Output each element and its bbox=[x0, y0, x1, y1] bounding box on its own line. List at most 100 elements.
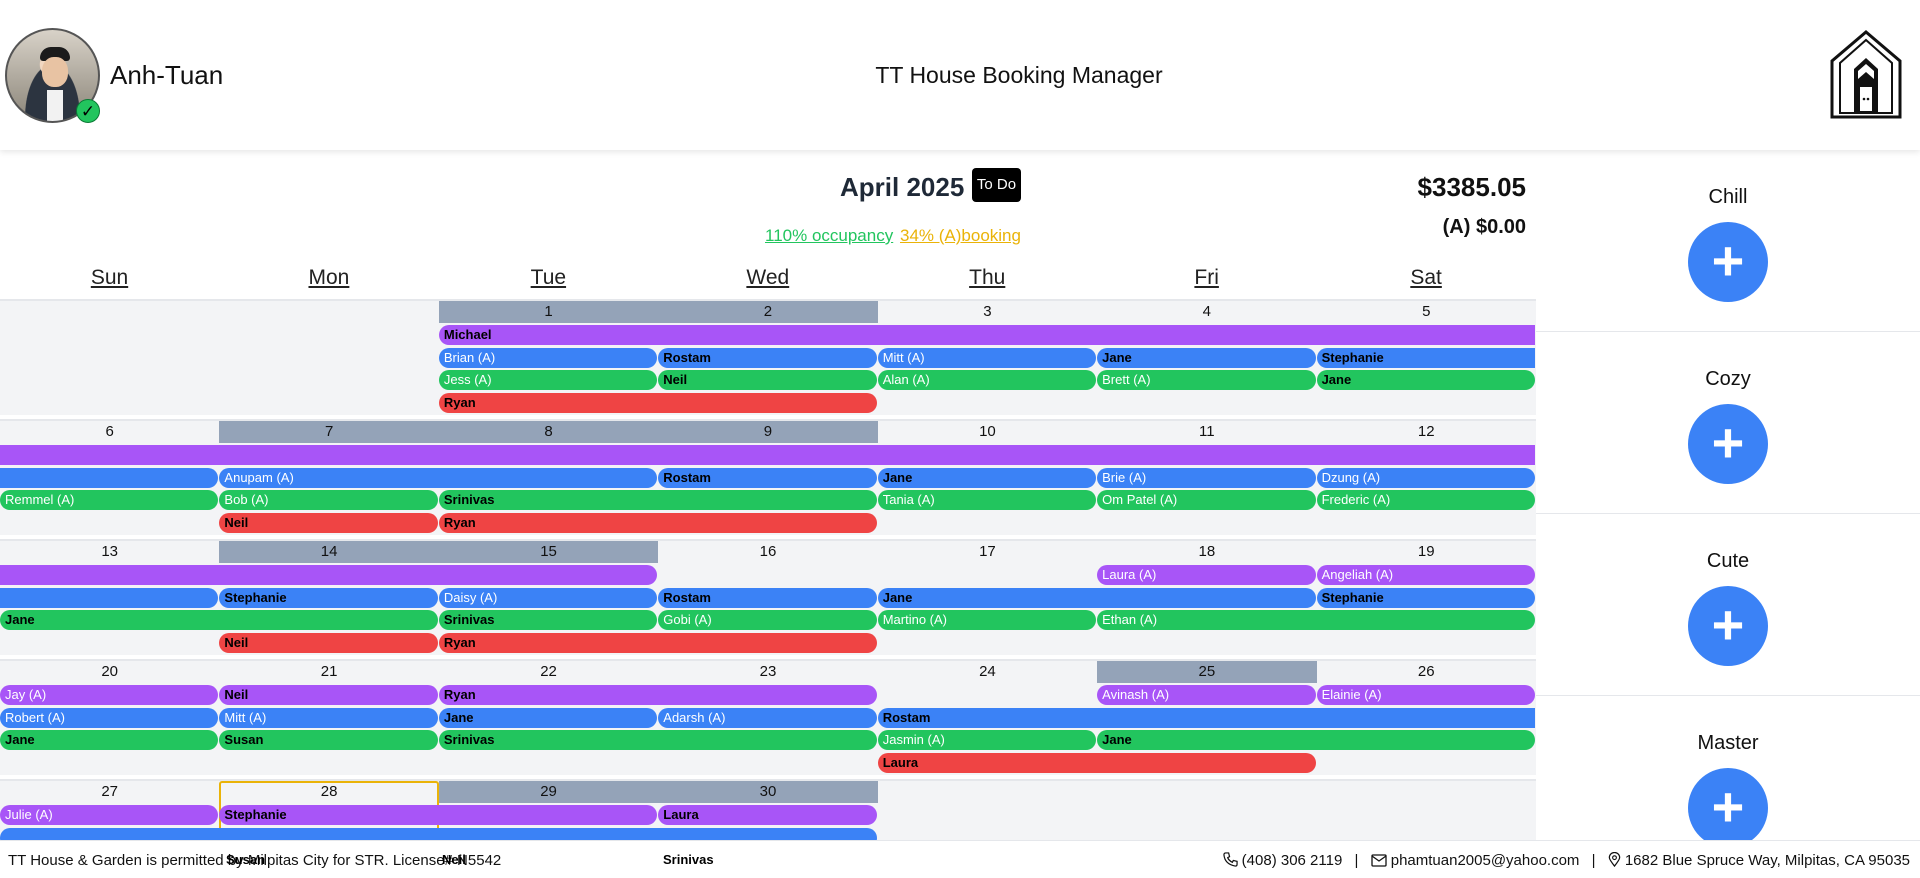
day-cell[interactable]: 1 bbox=[438, 301, 659, 323]
booking-bar-purple[interactable]: Avinash (A) bbox=[1097, 685, 1316, 705]
booking-bar-blue[interactable]: Rostam bbox=[658, 587, 877, 608]
day-cell[interactable]: 6 bbox=[105, 423, 114, 440]
phone-number[interactable]: (408) 306 2119 bbox=[1241, 852, 1343, 869]
address[interactable]: 1682 Blue Spruce Way, Milpitas, CA 95035 bbox=[1624, 852, 1910, 869]
booking-bar-red[interactable]: Neil bbox=[219, 512, 438, 533]
booking-bar-purple[interactable] bbox=[0, 445, 1535, 465]
booking-bar-purple[interactable]: Elainie (A) bbox=[1316, 685, 1535, 705]
booking-bar-green[interactable]: Frederic (A) bbox=[1316, 490, 1535, 510]
booking-bar-green[interactable]: Jess (A) bbox=[438, 370, 658, 390]
booking-bar-blue[interactable]: Anupam (A) bbox=[219, 467, 658, 488]
booking-bar-purple[interactable]: Jay (A) bbox=[0, 685, 219, 705]
booking-bar-green[interactable]: Ethan (A) bbox=[1097, 610, 1535, 630]
add-booking-button[interactable]: + bbox=[1688, 768, 1768, 840]
booking-bar-purple[interactable]: Ryan bbox=[438, 685, 877, 705]
booking-bar-purple[interactable]: Stephanie bbox=[219, 805, 658, 825]
day-cell[interactable]: 15 bbox=[438, 541, 659, 563]
day-cell[interactable]: 27 bbox=[101, 783, 119, 800]
booking-bar-purple[interactable]: Michael bbox=[438, 325, 1535, 345]
booking-bar-purple[interactable]: Laura (A) bbox=[1097, 565, 1316, 585]
avatar[interactable] bbox=[5, 28, 100, 123]
booking-bar-green[interactable]: Srinivas bbox=[438, 490, 877, 510]
booking-bar-blue[interactable] bbox=[0, 587, 219, 608]
booking-bar-blue[interactable]: Dzung (A) bbox=[1316, 467, 1535, 488]
booking-bar-purple[interactable] bbox=[0, 565, 658, 585]
booking-bar-purple[interactable]: Angeliah (A) bbox=[1316, 565, 1535, 585]
booking-bar-blue[interactable]: Jane bbox=[877, 467, 1097, 488]
booking-bar-blue[interactable] bbox=[0, 827, 877, 840]
booking-bar-red[interactable]: Ryan bbox=[438, 392, 877, 413]
booking-bar-green[interactable]: Gobi (A) bbox=[658, 610, 877, 630]
booking-bar-green[interactable]: Bob (A) bbox=[219, 490, 438, 510]
day-cell[interactable]: 12 bbox=[1417, 423, 1435, 440]
booking-bar-green[interactable]: Jasmin (A) bbox=[877, 730, 1097, 750]
booking-bar-green[interactable]: Srinivas bbox=[438, 610, 658, 630]
day-cell[interactable]: 18 bbox=[1198, 543, 1216, 560]
todo-button[interactable]: To Do bbox=[972, 168, 1021, 202]
day-cell[interactable]: 9 bbox=[658, 421, 878, 443]
booking-bar-blue[interactable]: Stephanie bbox=[219, 587, 438, 608]
booking-bar-blue[interactable]: Rostam bbox=[877, 707, 1535, 728]
day-cell[interactable]: 3 bbox=[983, 303, 992, 320]
day-cell[interactable]: 30 bbox=[658, 781, 878, 803]
booking-bar-purple[interactable]: Laura bbox=[658, 805, 877, 825]
booking-bar-green[interactable]: Alan (A) bbox=[877, 370, 1097, 390]
booking-bar-blue[interactable]: Rostam bbox=[658, 347, 877, 368]
house-logo-icon[interactable] bbox=[1830, 29, 1902, 121]
booking-bar-blue[interactable]: Stephanie bbox=[1316, 587, 1535, 608]
day-cell[interactable]: 17 bbox=[979, 543, 996, 560]
booking-bar-green[interactable]: Tania (A) bbox=[877, 490, 1097, 510]
add-booking-button[interactable]: + bbox=[1688, 586, 1768, 666]
day-cell[interactable]: 29 bbox=[438, 781, 659, 803]
booking-bar-green[interactable]: Jane bbox=[0, 730, 219, 750]
booking-bar-blue[interactable]: Adarsh (A) bbox=[658, 707, 877, 728]
day-cell[interactable]: 7 bbox=[219, 421, 439, 443]
booking-bar-blue[interactable]: Brie (A) bbox=[1097, 467, 1316, 488]
day-cell[interactable]: 23 bbox=[759, 663, 777, 680]
booking-bar-blue[interactable]: Mitt (A) bbox=[219, 707, 438, 728]
booking-bar-purple[interactable]: Neil bbox=[219, 685, 438, 705]
day-cell[interactable]: 4 bbox=[1202, 303, 1211, 320]
day-cell[interactable]: 11 bbox=[1199, 423, 1215, 440]
day-cell[interactable]: 19 bbox=[1417, 543, 1435, 560]
day-cell[interactable]: 16 bbox=[759, 543, 777, 560]
booking-bar-red[interactable]: Laura bbox=[877, 752, 1316, 773]
booking-bar-blue[interactable]: Jane bbox=[438, 707, 658, 728]
booking-bar-green[interactable]: Brett (A) bbox=[1097, 370, 1316, 390]
booking-bar-green[interactable]: Srinivas bbox=[438, 730, 877, 750]
booking-bar-blue[interactable]: Jane bbox=[877, 587, 1316, 608]
booking-bar-red[interactable]: Ryan bbox=[438, 512, 877, 533]
day-cell[interactable]: 24 bbox=[979, 663, 996, 680]
booking-bar-green[interactable]: Jane bbox=[0, 610, 438, 630]
occupancy-link[interactable]: 110% occupancy bbox=[765, 226, 894, 245]
booking-bar-green[interactable]: Jane bbox=[1097, 730, 1535, 750]
add-booking-button[interactable]: + bbox=[1688, 222, 1768, 302]
booking-bar-green[interactable]: Susan bbox=[219, 730, 438, 750]
booking-bar-blue[interactable]: Robert (A) bbox=[0, 707, 219, 728]
booking-bar-green[interactable]: Remmel (A) bbox=[0, 490, 219, 510]
day-cell[interactable]: 13 bbox=[101, 543, 119, 560]
a-booking-link[interactable]: 34% (A)booking bbox=[900, 226, 1021, 245]
booking-bar-red[interactable]: Ryan bbox=[438, 632, 877, 653]
day-cell[interactable]: 22 bbox=[540, 663, 557, 680]
booking-bar-purple[interactable]: Julie (A) bbox=[0, 805, 219, 825]
booking-bar-blue[interactable]: Stephanie bbox=[1316, 347, 1535, 368]
day-cell[interactable]: 2 bbox=[658, 301, 878, 323]
day-cell[interactable]: 5 bbox=[1422, 303, 1431, 320]
day-cell[interactable]: 20 bbox=[101, 663, 119, 680]
booking-bar-blue[interactable]: Mitt (A) bbox=[877, 347, 1097, 368]
day-cell[interactable]: 8 bbox=[438, 421, 659, 443]
day-cell[interactable]: 10 bbox=[979, 423, 996, 440]
email-address[interactable]: phamtuan2005@yahoo.com bbox=[1390, 852, 1580, 869]
booking-bar-blue[interactable]: Rostam bbox=[658, 467, 877, 488]
booking-bar-green[interactable]: Om Patel (A) bbox=[1097, 490, 1316, 510]
booking-bar-red[interactable]: Neil bbox=[219, 632, 438, 653]
booking-bar-blue[interactable]: Jane bbox=[1097, 347, 1316, 368]
booking-bar-green[interactable]: Neil bbox=[658, 370, 877, 390]
booking-bar-blue[interactable]: Brian (A) bbox=[438, 347, 658, 368]
day-cell[interactable]: 21 bbox=[320, 663, 338, 680]
day-cell[interactable]: 26 bbox=[1417, 663, 1435, 680]
booking-bar-green[interactable]: Jane bbox=[1316, 370, 1535, 390]
booking-bar-blue[interactable]: Daisy (A) bbox=[438, 587, 658, 608]
day-cell[interactable]: 14 bbox=[219, 541, 439, 563]
